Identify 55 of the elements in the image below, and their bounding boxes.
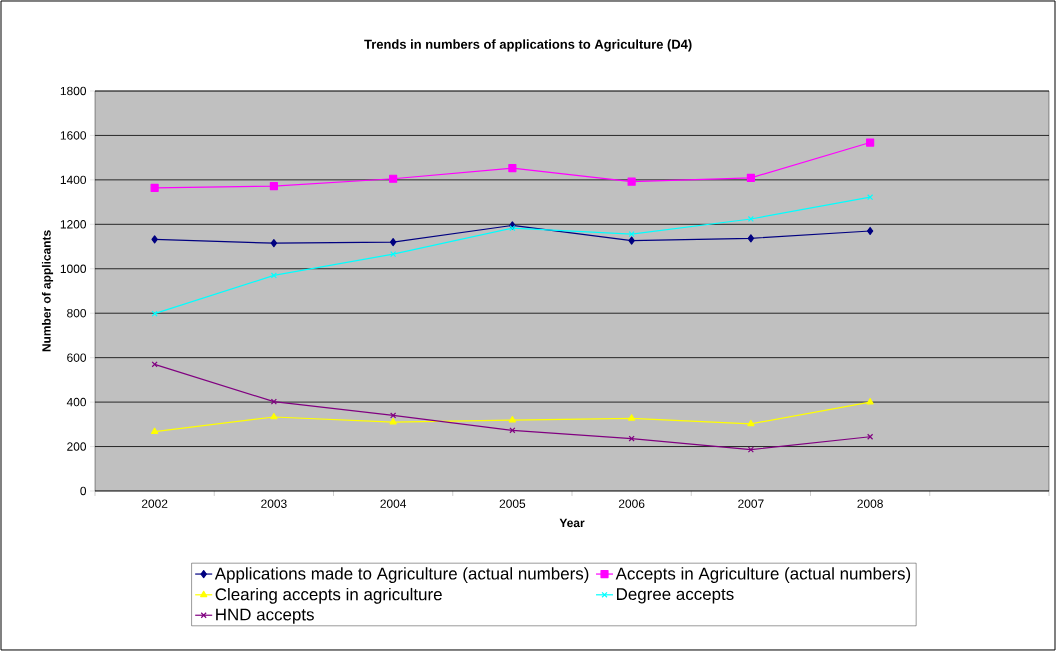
point (866, 226, 874, 236)
point (747, 234, 755, 243)
y-tick-label: 1800 (60, 86, 87, 96)
point (151, 427, 159, 434)
point (150, 183, 159, 192)
point (270, 239, 278, 248)
legend-label: HND accepts (216, 608, 314, 624)
point (270, 272, 277, 279)
x-tick-label: 2006 (618, 499, 645, 508)
y-tick-label: 400 (66, 397, 87, 407)
y-tick-label: 200 (67, 442, 87, 451)
x-axis-title: Year (559, 518, 585, 528)
x-tick-label: 2008 (857, 499, 883, 508)
point (508, 416, 516, 423)
legend-label: Degree accepts (617, 588, 734, 604)
point (867, 433, 874, 440)
point (746, 173, 755, 182)
point (270, 398, 277, 405)
point (867, 194, 874, 201)
y-tick-label: 800 (67, 308, 87, 318)
point (390, 412, 397, 419)
point (508, 164, 517, 173)
point (866, 398, 874, 405)
y-tick-label: 600 (67, 353, 87, 362)
x-tick-label: 2004 (380, 499, 407, 508)
y-tick-label: 1000 (60, 264, 87, 273)
legend-label: Applications made to Agriculture (actual numbers) (214, 567, 589, 583)
x-tick-label: 2005 (499, 499, 526, 508)
legend-label: Accepts in Agriculture (actual numbers) (615, 567, 911, 583)
point (747, 215, 754, 223)
point (628, 414, 636, 421)
y-tick-label: 1600 (60, 131, 87, 140)
point (627, 177, 636, 186)
chart-title: Trends in numbers of applications to Agriculture (D4) (364, 39, 692, 52)
x-tick-label: 2003 (261, 499, 287, 508)
x-tick-label: 2002 (141, 499, 168, 508)
point (509, 225, 516, 232)
point (628, 236, 635, 245)
y-tick-label: 1400 (60, 175, 87, 185)
point (151, 235, 158, 244)
point (628, 231, 635, 238)
x-tick-label: 2007 (738, 499, 764, 508)
point (628, 435, 635, 442)
y-tick-label: 0 (80, 486, 87, 496)
point (747, 446, 754, 453)
point (270, 412, 278, 420)
y-tick-label: 1200 (60, 220, 87, 229)
point (389, 238, 397, 247)
point (269, 182, 278, 191)
legend-label: Clearing accepts in agriculture (215, 587, 442, 604)
point (389, 174, 398, 183)
y-axis-title: Number of applicants (41, 230, 54, 352)
point (389, 418, 397, 425)
point (747, 419, 755, 427)
point (866, 138, 875, 147)
